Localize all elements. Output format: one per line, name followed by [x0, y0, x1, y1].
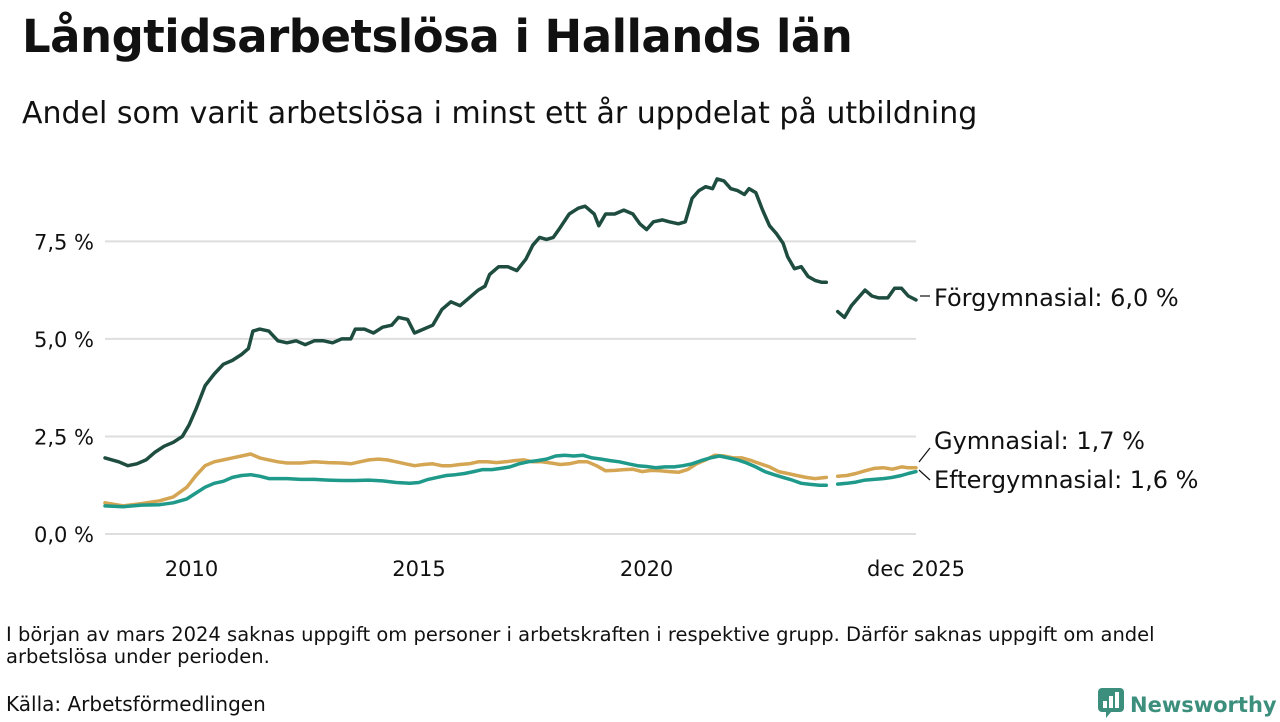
- y-tick-label: 5,0 %: [34, 328, 94, 352]
- newsworthy-logo-icon: [1098, 688, 1124, 722]
- x-tick-label: 2020: [620, 557, 673, 581]
- y-tick-label: 2,5 %: [34, 425, 94, 449]
- x-tick-label: 2010: [165, 557, 218, 581]
- footnote: I början av mars 2024 saknas uppgift om …: [6, 623, 1155, 668]
- x-axis-tick-labels: 2010 2015 2020 dec 2025: [165, 557, 965, 581]
- x-tick-label: 2015: [392, 557, 445, 581]
- source-credit: Källa: Arbetsförmedlingen: [6, 692, 266, 716]
- series-line-eftergymnasial: [103, 453, 918, 509]
- series-end-labels: Förgymnasial: 6,0 % Gymnasial: 1,7 % Efter…: [918, 284, 1198, 494]
- brand-name: Newsworthy: [1130, 693, 1277, 717]
- series-line-förgymnasial: [103, 177, 918, 468]
- series-end-label: Förgymnasial: 6,0 %: [934, 284, 1179, 312]
- y-tick-label: 7,5 %: [34, 230, 94, 254]
- series-end-label: Gymnasial: 1,7 %: [934, 427, 1145, 455]
- chart-title: Långtidsarbetslösa i Hallands län: [22, 10, 853, 63]
- y-tick-label: 0,0 %: [34, 523, 94, 547]
- label-leader-line: [918, 469, 931, 481]
- series-lines: [103, 177, 918, 509]
- label-leader-line: [918, 447, 931, 463]
- brand[interactable]: Newsworthy: [1098, 688, 1277, 722]
- gridlines: [105, 240, 916, 535]
- y-axis-tick-labels: 0,0 % 2,5 % 5,0 % 7,5 %: [34, 230, 94, 547]
- chart-subtitle: Andel som varit arbetslösa i minst ett å…: [22, 96, 978, 131]
- series-end-label: Eftergymnasial: 1,6 %: [934, 466, 1198, 494]
- x-tick-label: dec 2025: [867, 557, 965, 581]
